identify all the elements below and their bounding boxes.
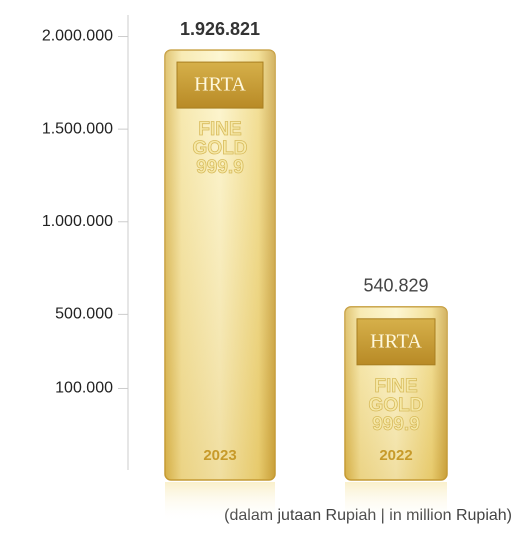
y-tick-label: 2.000.000 bbox=[42, 28, 113, 45]
bar-stamp: FINE bbox=[374, 376, 417, 397]
bar-reflection bbox=[345, 482, 447, 522]
value-label: 1.926.821 bbox=[180, 19, 260, 39]
bar-logo-box bbox=[356, 318, 436, 366]
category-label: 2023 bbox=[203, 447, 236, 464]
y-tick-label: 1.500.000 bbox=[42, 120, 113, 137]
bar-shade bbox=[165, 50, 275, 481]
bar-logo-box bbox=[176, 61, 264, 109]
value-label: 540.829 bbox=[363, 276, 428, 296]
category-label: 2022 bbox=[379, 447, 412, 464]
bar-stamp: GOLD bbox=[193, 138, 248, 159]
bar-stamp: GOLD bbox=[369, 395, 424, 416]
bar-logo: HRTA bbox=[194, 74, 246, 96]
bar-stamp: 999.9 bbox=[196, 157, 244, 178]
bar-stamp: 999.9 bbox=[372, 414, 420, 435]
y-tick-label: 500.000 bbox=[55, 306, 113, 323]
bar-reflection bbox=[165, 482, 275, 522]
bar-logo: HRTA bbox=[370, 330, 422, 352]
bar-stamp: FINE bbox=[198, 119, 241, 140]
y-tick-label: 100.000 bbox=[55, 380, 113, 397]
y-tick-label: 1.000.000 bbox=[42, 213, 113, 230]
